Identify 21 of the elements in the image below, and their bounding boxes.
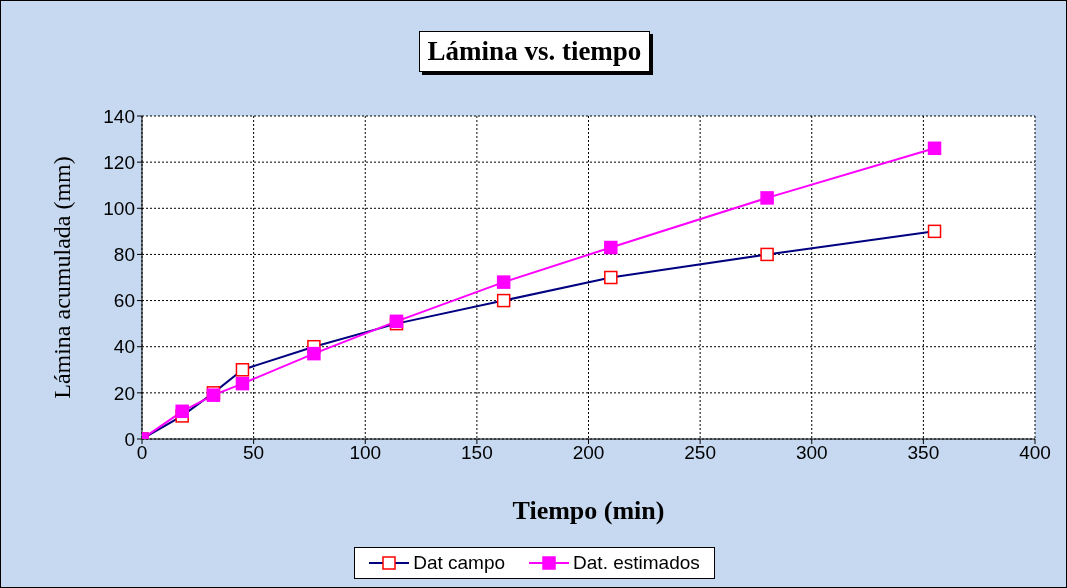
x-tick-label: 50 [243, 442, 265, 464]
x-axis-title: Tiempo (min) [512, 496, 665, 525]
y-tick-label: 100 [103, 198, 135, 220]
x-tick-label: 300 [795, 442, 828, 464]
chart-title: Lámina vs. tiempo [418, 31, 651, 72]
x-tick-label: 200 [572, 442, 605, 464]
y-tick-label: 20 [113, 382, 135, 404]
y-tick-label: 0 [124, 428, 135, 450]
x-tick-label: 350 [907, 442, 940, 464]
legend-label: Dat. estimados [573, 552, 700, 574]
y-tick-label: 140 [103, 105, 135, 127]
x-tick-label: 250 [684, 442, 716, 464]
x-tick-label: 400 [1019, 442, 1051, 464]
y-tick-label: 60 [113, 290, 135, 312]
x-tick-label: 150 [461, 442, 493, 464]
y-axis-title: Lámina acumulada (mm) [48, 156, 75, 399]
y-tick-label: 80 [113, 244, 135, 266]
x-tick-label: 100 [349, 442, 382, 464]
legend-label: Dat campo [413, 552, 506, 574]
y-tick-label: 40 [113, 336, 135, 358]
y-tick-label: 120 [103, 151, 135, 173]
